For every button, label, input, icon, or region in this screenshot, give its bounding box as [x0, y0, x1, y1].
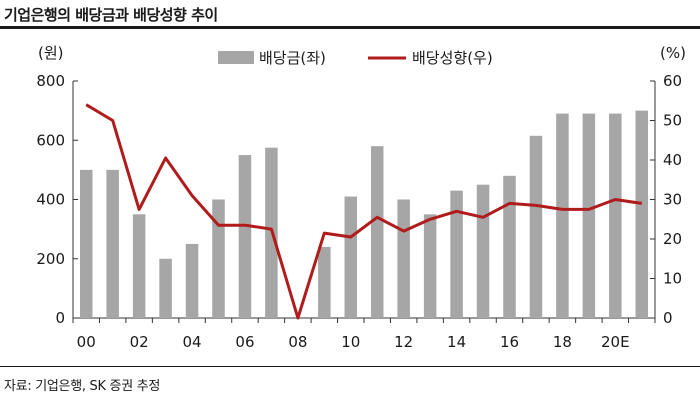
left-tick-label: 0 — [55, 309, 65, 327]
bar-series — [79, 110, 649, 319]
right-tick-label: 50 — [663, 112, 682, 130]
dividend-bar — [450, 190, 463, 318]
chart: (원) (%) 배당금(좌) 배당성향(우) 02004006008000102… — [36, 44, 686, 351]
x-tick-label: 00 — [77, 333, 96, 351]
left-tick-label: 600 — [36, 131, 65, 149]
title-rule — [0, 26, 700, 29]
dividend-bar — [132, 214, 146, 318]
right-axis-unit: (%) — [660, 44, 686, 62]
dividend-bar — [476, 184, 490, 318]
x-tick-label: 02 — [130, 333, 149, 351]
x-tick-label: 08 — [288, 333, 307, 351]
dividend-bar — [185, 243, 199, 318]
x-tick-label: 06 — [235, 333, 254, 351]
dividend-bar — [212, 199, 225, 318]
x-tick-label: 04 — [182, 333, 201, 351]
x-tick-label: 20E — [601, 333, 630, 351]
left-axis-unit: (원) — [38, 44, 64, 62]
payout-ratio-line — [85, 103, 643, 320]
line-series — [85, 103, 643, 320]
x-tick-label: 14 — [447, 333, 466, 351]
right-tick-label: 60 — [663, 72, 682, 90]
dividend-bar — [370, 146, 384, 318]
dividend-bar — [609, 113, 622, 319]
x-tick-label: 18 — [553, 333, 572, 351]
legend-bar-swatch — [218, 51, 254, 64]
dividend-bar — [556, 113, 569, 319]
dividend-bar — [238, 155, 252, 318]
dividend-bar — [582, 113, 596, 319]
right-tick-label: 20 — [663, 230, 682, 248]
dividend-bar — [159, 258, 172, 318]
dividend-bar — [423, 214, 437, 318]
legend-line-label: 배당성향(우) — [412, 49, 493, 67]
source-rule — [0, 366, 700, 367]
dividend-bar — [503, 175, 516, 318]
dividend-bar — [318, 246, 331, 318]
source-note: 자료: 기업은행, SK 증권 추정 — [4, 379, 161, 394]
left-tick-label: 400 — [36, 191, 65, 209]
right-tick-label: 0 — [663, 309, 673, 327]
x-tick-label: 12 — [394, 333, 413, 351]
dividend-bar — [397, 199, 410, 318]
dividend-bar — [106, 169, 119, 318]
dividend-bar — [529, 135, 543, 318]
left-tick-label: 800 — [36, 72, 65, 90]
left-tick-label: 200 — [36, 250, 65, 268]
right-tick-label: 40 — [663, 151, 682, 169]
legend-bar-label: 배당금(좌) — [259, 49, 326, 67]
right-tick-label: 10 — [663, 270, 682, 288]
dividend-bar — [635, 110, 649, 318]
dividend-bar — [344, 196, 358, 318]
legend: 배당금(좌) 배당성향(우) — [218, 49, 493, 67]
x-tick-label: 16 — [500, 333, 519, 351]
dividend-bar — [79, 169, 93, 318]
right-tick-label: 30 — [663, 191, 682, 209]
chart-title: 기업은행의 배당금과 배당성향 추이 — [4, 6, 218, 24]
x-tick-label: 10 — [341, 333, 360, 351]
